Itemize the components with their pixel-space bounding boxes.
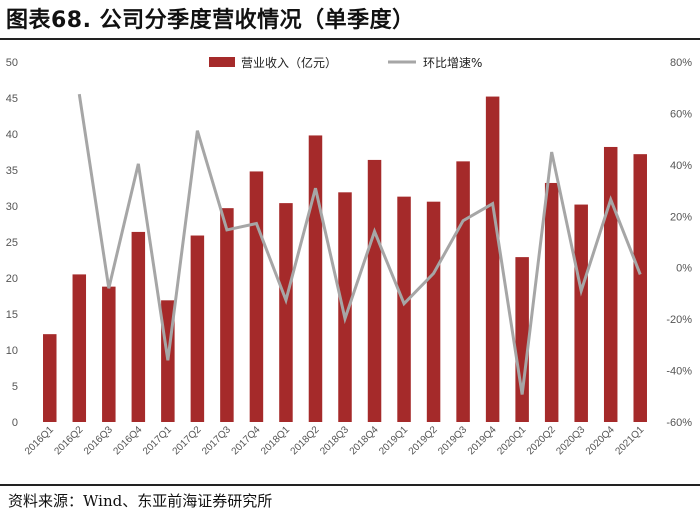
- revenue-bar: [43, 334, 57, 422]
- right-axis-tick: 60%: [670, 108, 692, 120]
- line-series: [77, 93, 642, 395]
- right-axis: -60% -40% -20% 0% 20% 40% 60% 80%: [666, 57, 692, 429]
- revenue-bar: [426, 201, 441, 422]
- left-axis-tick: 40: [6, 129, 18, 141]
- x-axis-tick: 2019Q1: [377, 424, 410, 457]
- legend-bar-swatch: [209, 57, 235, 67]
- bar-series: [43, 96, 647, 423]
- revenue-bar: [131, 231, 146, 422]
- x-axis-tick: 2020Q1: [495, 424, 528, 457]
- right-axis-tick: -40%: [666, 366, 692, 378]
- x-axis-tick: 2016Q2: [52, 424, 85, 457]
- right-axis-tick: -20%: [666, 314, 692, 326]
- left-axis-tick: 20: [6, 273, 18, 285]
- title-divider: [0, 38, 700, 40]
- revenue-bar: [456, 161, 470, 423]
- revenue-bar: [515, 257, 529, 422]
- x-axis-tick: 2020Q2: [525, 424, 558, 457]
- x-axis-tick: 2018Q4: [348, 424, 381, 457]
- left-axis-tick: 45: [6, 93, 18, 105]
- revenue-bar: [190, 235, 205, 422]
- right-axis-tick: 0%: [676, 263, 692, 275]
- x-axis-tick: 2019Q4: [466, 424, 499, 457]
- x-axis-tick: 2021Q1: [613, 424, 646, 457]
- x-axis-tick: 2020Q4: [584, 424, 617, 457]
- left-axis-tick: 15: [6, 309, 18, 321]
- right-axis-tick: 40%: [670, 160, 692, 172]
- x-axis-tick: 2016Q3: [82, 424, 115, 457]
- x-axis: 2016Q12016Q22016Q32016Q42017Q12017Q22017…: [23, 424, 647, 457]
- x-axis-tick: 2017Q4: [230, 424, 263, 457]
- legend-bar-label: 营业收入（亿元）: [241, 55, 337, 70]
- legend-line-label: 环比增速%: [423, 56, 482, 70]
- revenue-bar: [338, 192, 352, 422]
- revenue-bar: [485, 96, 500, 422]
- revenue-bar: [397, 196, 411, 422]
- revenue-bar: [220, 208, 234, 422]
- right-axis-tick: -60%: [666, 417, 692, 429]
- revenue-bar: [279, 203, 293, 422]
- revenue-bar: [249, 171, 264, 422]
- revenue-bar: [603, 146, 618, 422]
- left-axis: 0 5 10 15 20 25 30 35 40 45 50: [6, 57, 18, 429]
- x-axis-tick: 2017Q1: [141, 424, 174, 457]
- source-note: 资料来源：Wind、东亚前海证券研究所: [8, 492, 273, 510]
- x-axis-tick: 2017Q2: [171, 424, 204, 457]
- left-axis-tick: 5: [12, 381, 18, 393]
- x-axis-tick: 2019Q3: [436, 424, 469, 457]
- x-axis-tick: 2016Q1: [23, 424, 56, 457]
- revenue-bar: [633, 154, 647, 422]
- legend: 营业收入（亿元） 环比增速%: [209, 55, 482, 70]
- revenue-bar: [72, 274, 87, 422]
- growth-line: [77, 93, 642, 395]
- x-axis-tick: 2016Q4: [112, 424, 145, 457]
- revenue-bar: [308, 135, 323, 422]
- x-axis-tick: 2020Q3: [554, 424, 587, 457]
- x-axis-tick: 2018Q1: [259, 424, 292, 457]
- chart-title: 图表68. 公司分季度营收情况（单季度）: [6, 8, 415, 33]
- left-axis-tick: 50: [6, 57, 18, 69]
- source-divider: [0, 484, 700, 486]
- left-axis-tick: 30: [6, 201, 18, 213]
- x-axis-tick: 2018Q2: [289, 424, 322, 457]
- revenue-bar: [544, 182, 559, 422]
- x-axis-tick: 2017Q3: [200, 424, 233, 457]
- revenue-bar: [367, 159, 382, 423]
- chart: 0 5 10 15 20 25 30 35 40 45 50 -60% -40% -20% 0% 20% 40…: [6, 55, 692, 457]
- left-axis-tick: 0: [12, 417, 18, 429]
- right-axis-tick: 20%: [670, 211, 692, 223]
- revenue-bar: [574, 204, 588, 422]
- left-axis-tick: 10: [6, 345, 18, 357]
- right-axis-tick: 80%: [670, 57, 692, 69]
- revenue-bar: [102, 286, 116, 422]
- left-axis-tick: 25: [6, 237, 18, 249]
- left-axis-tick: 35: [6, 165, 18, 177]
- x-axis-tick: 2018Q3: [318, 424, 351, 457]
- x-axis-tick: 2019Q2: [407, 424, 440, 457]
